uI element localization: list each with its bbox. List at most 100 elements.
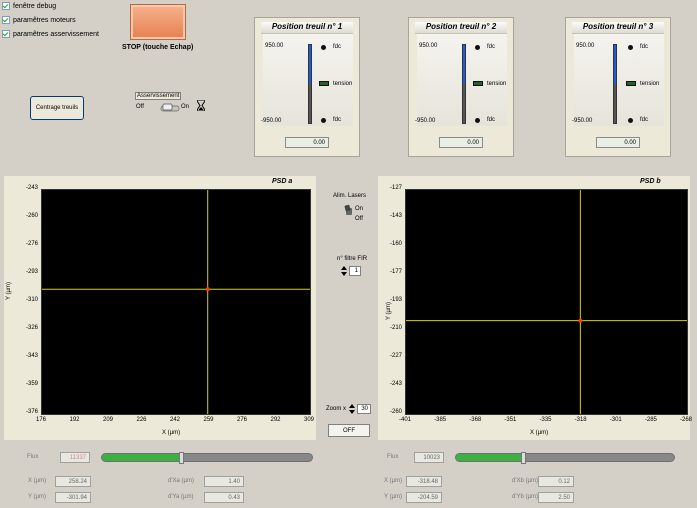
checkbox-parametres-moteurs[interactable]: paramêtres moteurs bbox=[2, 16, 76, 24]
hourglass-icon bbox=[196, 99, 206, 113]
dx-a-value: 1.40 bbox=[204, 476, 244, 487]
flux-b-fill bbox=[456, 454, 524, 461]
tension-led bbox=[319, 81, 329, 86]
x-b-label: X (µm) bbox=[384, 478, 403, 484]
flux-a-knob[interactable] bbox=[178, 452, 184, 464]
asservissement-title: Asservissement bbox=[135, 92, 182, 100]
lasers-toggle[interactable] bbox=[344, 204, 354, 218]
fir-stepper[interactable] bbox=[341, 266, 347, 278]
y-tick-label: -193 bbox=[389, 297, 402, 303]
fdc-low-led bbox=[475, 118, 480, 123]
psd-a-title: PSD a bbox=[272, 178, 293, 185]
y-tick-label: -276 bbox=[25, 241, 38, 247]
fdc-low-label: fdc bbox=[640, 117, 649, 123]
psd-a-xlabel: X (µm) bbox=[162, 430, 181, 436]
toggle-switch-icon bbox=[160, 103, 180, 112]
zoom-stepper[interactable] bbox=[349, 404, 355, 416]
flux-b-value: 10023 bbox=[414, 452, 444, 463]
treuil-2-slider[interactable] bbox=[462, 44, 466, 124]
psd-b-ylabel: Y (µm) bbox=[386, 301, 392, 320]
treuil-2-title: Position treuil n° 2 bbox=[415, 22, 507, 34]
off-button[interactable]: OFF bbox=[328, 424, 370, 437]
treuil-3-min: -950.00 bbox=[572, 118, 593, 124]
lasers-off-label: Off bbox=[355, 216, 363, 222]
flux-b-knob[interactable] bbox=[520, 452, 526, 464]
x-tick-label: 192 bbox=[69, 417, 80, 423]
checkbox-parametres-asservissement[interactable]: paramêtres asservissement bbox=[2, 30, 99, 38]
tension-led bbox=[626, 81, 636, 86]
fir-title: n° filtre FIR bbox=[337, 256, 368, 262]
tension-led bbox=[473, 81, 483, 86]
checkbox-label: fenêtre debug bbox=[13, 2, 57, 10]
treuil-1-min: -950.00 bbox=[261, 118, 282, 124]
toggle-switch-icon bbox=[344, 204, 352, 215]
treuil-3-panel: Position treuil n° 3 950.00 -950.00 fdc … bbox=[565, 17, 671, 157]
psd-a-plot[interactable] bbox=[41, 189, 311, 415]
beam-position-point bbox=[205, 287, 210, 292]
y-a-value: -301.94 bbox=[55, 492, 91, 503]
treuil-1-value[interactable]: 0.00 bbox=[285, 137, 329, 148]
asservissement-off-label: Off bbox=[136, 104, 144, 110]
dy-b-value: 2.50 bbox=[538, 492, 574, 503]
x-b-value: -318.48 bbox=[406, 476, 442, 487]
lasers-title: Alim. Lasers bbox=[333, 193, 367, 199]
flux-a-fill bbox=[102, 454, 182, 461]
dy-a-value: 0.43 bbox=[204, 492, 244, 503]
x-tick-label: 226 bbox=[136, 417, 147, 423]
centrage-treuils-button[interactable]: Centrage treuils bbox=[30, 96, 84, 120]
psd-a-plot-svg bbox=[42, 190, 310, 414]
treuil-3-title: Position treuil n° 3 bbox=[572, 22, 664, 34]
fdc-low-led bbox=[321, 118, 326, 123]
beam-position-point bbox=[578, 318, 583, 323]
y-tick-label: -210 bbox=[389, 325, 402, 331]
checkbox-check-icon[interactable] bbox=[2, 2, 10, 10]
x-tick-label: -385 bbox=[434, 417, 447, 423]
y-b-value: -204.59 bbox=[406, 492, 442, 503]
y-tick-label: -376 bbox=[25, 409, 38, 415]
centrage-treuils-label: Centrage treuils bbox=[35, 105, 79, 111]
treuil-2-value[interactable]: 0.00 bbox=[439, 137, 483, 148]
x-tick-label: -301 bbox=[609, 417, 622, 423]
psd-b-plot[interactable] bbox=[405, 189, 688, 415]
y-a-label: Y (µm) bbox=[28, 494, 47, 500]
x-tick-label: 209 bbox=[102, 417, 113, 423]
lasers-on-label: On bbox=[355, 206, 364, 212]
x-a-value: 258.24 bbox=[55, 476, 91, 487]
fdc-high-label: fdc bbox=[333, 44, 342, 50]
y-tick-label: -143 bbox=[389, 213, 402, 219]
checkbox-check-icon[interactable] bbox=[2, 16, 10, 24]
treuil-3-value[interactable]: 0.00 bbox=[596, 137, 640, 148]
x-tick-label: -335 bbox=[539, 417, 552, 423]
flux-a-label: Flux bbox=[27, 454, 39, 460]
tension-label: tension bbox=[333, 81, 353, 87]
flux-a-value: 11337 bbox=[60, 452, 90, 463]
fdc-low-label: fdc bbox=[333, 117, 342, 123]
zoom-value[interactable]: 30 bbox=[357, 404, 371, 414]
fir-value[interactable]: 1 bbox=[349, 266, 361, 276]
treuil-1-slider[interactable] bbox=[308, 44, 312, 124]
asservissement-toggle[interactable] bbox=[160, 103, 180, 112]
checkbox-check-icon[interactable] bbox=[2, 30, 10, 38]
dx-b-label: d'Xb (µm) bbox=[512, 478, 538, 484]
x-tick-label: 292 bbox=[270, 417, 281, 423]
dx-a-label: d'Xa (µm) bbox=[168, 478, 194, 484]
y-tick-label: -243 bbox=[25, 185, 38, 191]
stop-button[interactable] bbox=[130, 4, 186, 40]
y-tick-label: -343 bbox=[25, 353, 38, 359]
y-tick-label: -160 bbox=[389, 241, 402, 247]
psd-a-ylabel: Y (µm) bbox=[6, 281, 12, 300]
y-tick-label: -227 bbox=[389, 353, 402, 359]
y-tick-label: -310 bbox=[25, 297, 38, 303]
treuil-1-title: Position treuil n° 1 bbox=[261, 22, 353, 34]
y-tick-label: -243 bbox=[389, 381, 402, 387]
checkbox-label: paramêtres moteurs bbox=[13, 16, 76, 24]
x-tick-label: -351 bbox=[504, 417, 517, 423]
x-tick-label: 259 bbox=[203, 417, 214, 423]
x-tick-label: 242 bbox=[169, 417, 180, 423]
dy-b-label: d'Yb (µm) bbox=[512, 494, 538, 500]
treuil-1-max: 950.00 bbox=[265, 43, 284, 49]
treuil-3-slider[interactable] bbox=[613, 44, 617, 124]
checkbox-fenetre-debug[interactable]: fenêtre debug bbox=[2, 2, 56, 10]
y-tick-label: -359 bbox=[25, 381, 38, 387]
x-tick-label: -285 bbox=[644, 417, 657, 423]
